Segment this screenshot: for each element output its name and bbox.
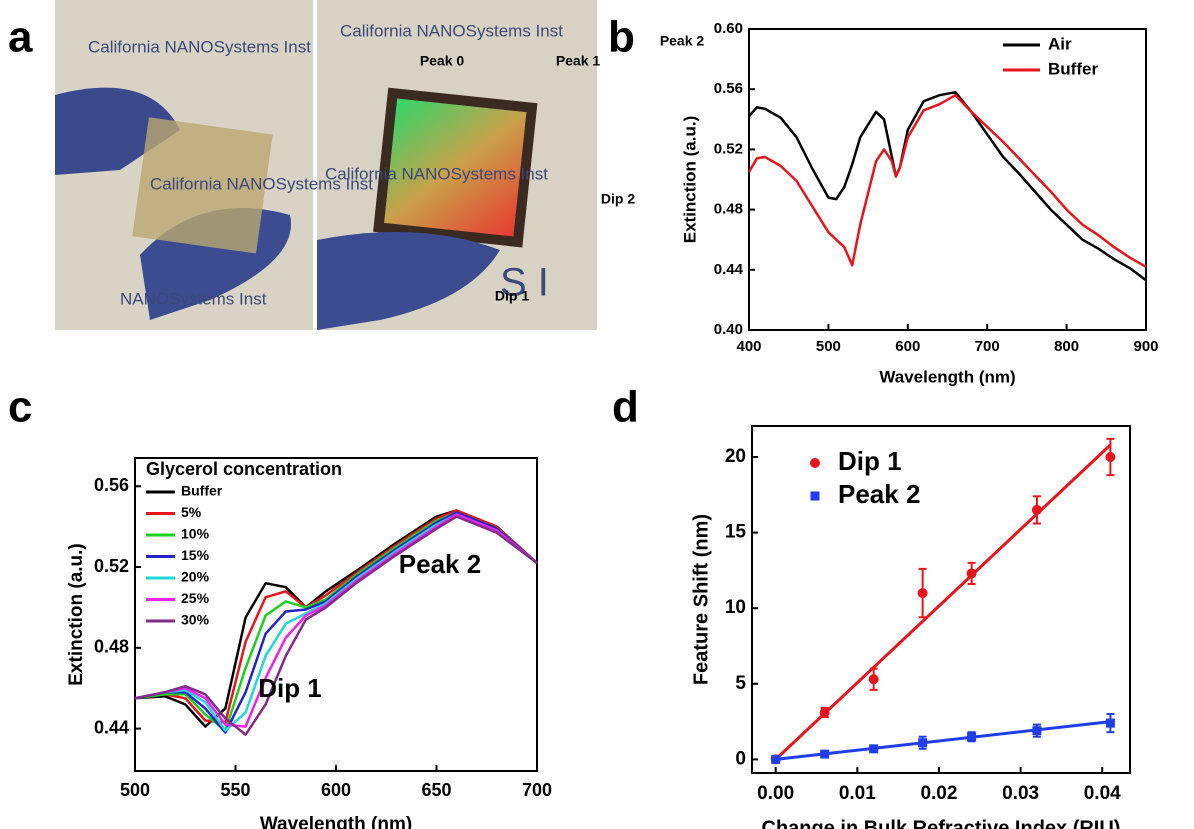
x-tick-label: 400 (736, 338, 761, 355)
x-tick-label: 0.02 (920, 783, 957, 804)
x-tick-label: 700 (975, 338, 1000, 355)
photo-text: NANOSystems Inst (120, 289, 267, 308)
y-tick-label: 5 (735, 673, 746, 694)
legend-label: 30% (181, 612, 210, 628)
series-line (134, 511, 538, 734)
point (1031, 504, 1042, 515)
legend-marker (810, 491, 820, 501)
x-axis-title: Wavelength (nm) (260, 814, 412, 829)
annotation: Dip 1 (495, 288, 529, 304)
annotation: Peak 0 (420, 53, 465, 69)
point (1105, 718, 1115, 728)
x-tick-label: 600 (321, 780, 351, 800)
x-tick-label: 650 (421, 780, 451, 800)
photo-text: California NANOSystems Inst (88, 37, 311, 56)
point (869, 744, 879, 754)
legend-label: Buffer (181, 483, 223, 499)
y-tick-label: 15 (725, 522, 747, 543)
x-axis-title: Change in Bulk Refractive Index (RIU) (762, 817, 1121, 829)
y-tick-label: 0.44 (94, 717, 129, 737)
y-axis-title: Feature Shift (nm) (690, 514, 712, 685)
series-line (134, 513, 538, 728)
point (1032, 726, 1042, 736)
y-tick-label: 0.44 (714, 261, 744, 278)
point (868, 674, 879, 685)
chart: 400 500 600 700 800 900 0.40 0.44 0.48 0.52 0.56 0.… (420, 20, 1159, 387)
legend-title: Glycerol concentration (146, 459, 342, 479)
y-tick-label: 0.40 (714, 321, 743, 338)
series-line (134, 509, 538, 724)
point (967, 732, 977, 742)
plot-frame (751, 425, 1131, 774)
y-axis-title: Extinction (a.u.) (680, 116, 699, 244)
y-tick-label: 0.52 (94, 556, 129, 576)
y-tick-label: 0.52 (714, 140, 743, 157)
point (820, 749, 830, 759)
series-line (134, 515, 538, 736)
legend-label: 5% (181, 504, 202, 520)
series-line (748, 90, 1147, 282)
photo-text: California NANOSystems Inst (150, 174, 373, 193)
x-tick-label: 0.03 (1002, 783, 1039, 804)
point (819, 707, 830, 718)
y-axis-title: Extinction (a.u.) (66, 543, 87, 686)
legend-label: Buffer (1048, 59, 1098, 78)
legend-label: 25% (181, 590, 210, 606)
chart: 500 550 600 650 700 0.44 0.48 0.52 0.56 Wavelengt… (66, 457, 552, 829)
fit-line (775, 720, 1111, 761)
series-line (747, 93, 1147, 268)
annotation: Dip 1 (258, 673, 322, 703)
x-tick-label: 0.01 (839, 783, 876, 804)
x-tick-label: 900 (1133, 338, 1158, 355)
annotation: Peak 1 (556, 53, 601, 69)
chart: 0.00 0.01 0.02 0.03 0.04 0 5 10 15 20 Change in Bu… (690, 425, 1131, 829)
x-tick-label: 0.00 (757, 783, 794, 804)
photo-text: S I (500, 261, 549, 305)
legend-label: 15% (181, 547, 210, 563)
legend-label: Air (1048, 34, 1072, 53)
y-tick-label: 0 (735, 748, 746, 769)
point (771, 754, 781, 764)
x-tick-label: 700 (522, 780, 552, 800)
x-tick-label: 0.04 (1084, 783, 1121, 804)
x-tick-label: 800 (1054, 338, 1079, 355)
panel-label: d (612, 383, 639, 432)
point (1105, 451, 1116, 462)
y-tick-label: 0.56 (94, 475, 129, 495)
legend-label: 20% (181, 569, 210, 585)
photo-left (55, 0, 313, 330)
point (966, 568, 977, 579)
plot-frame (748, 28, 1147, 331)
panel-label: a (8, 13, 33, 62)
y-tick-label: 0.56 (714, 80, 743, 97)
photo-text: California NANOSystems Inst (325, 164, 548, 183)
photo-right (317, 0, 597, 330)
legend-marker (810, 458, 820, 468)
y-tick-label: 0.48 (94, 637, 129, 657)
point (917, 588, 928, 599)
y-tick-label: 20 (725, 446, 746, 467)
photo-text: California NANOSystems Inst (340, 21, 563, 40)
panel-label: c (8, 383, 32, 432)
y-tick-label: 0.60 (714, 20, 743, 37)
x-tick-label: 600 (895, 338, 920, 355)
point (918, 738, 928, 748)
legend-label: Peak 2 (838, 479, 920, 509)
fit-line (774, 443, 1112, 761)
x-axis-title: Wavelength (nm) (879, 367, 1015, 386)
y-tick-label: 10 (725, 597, 746, 618)
legend-label: 10% (181, 526, 210, 542)
annotation: Dip 2 (601, 191, 635, 207)
annotation: Peak 2 (660, 33, 705, 49)
annotation: Peak 2 (399, 549, 481, 579)
y-tick-label: 0.48 (714, 201, 743, 218)
legend-label: Dip 1 (838, 446, 902, 476)
x-tick-label: 500 (816, 338, 841, 355)
x-tick-label: 550 (220, 780, 250, 800)
x-tick-label: 500 (120, 780, 150, 800)
panel-label: b (608, 13, 635, 62)
